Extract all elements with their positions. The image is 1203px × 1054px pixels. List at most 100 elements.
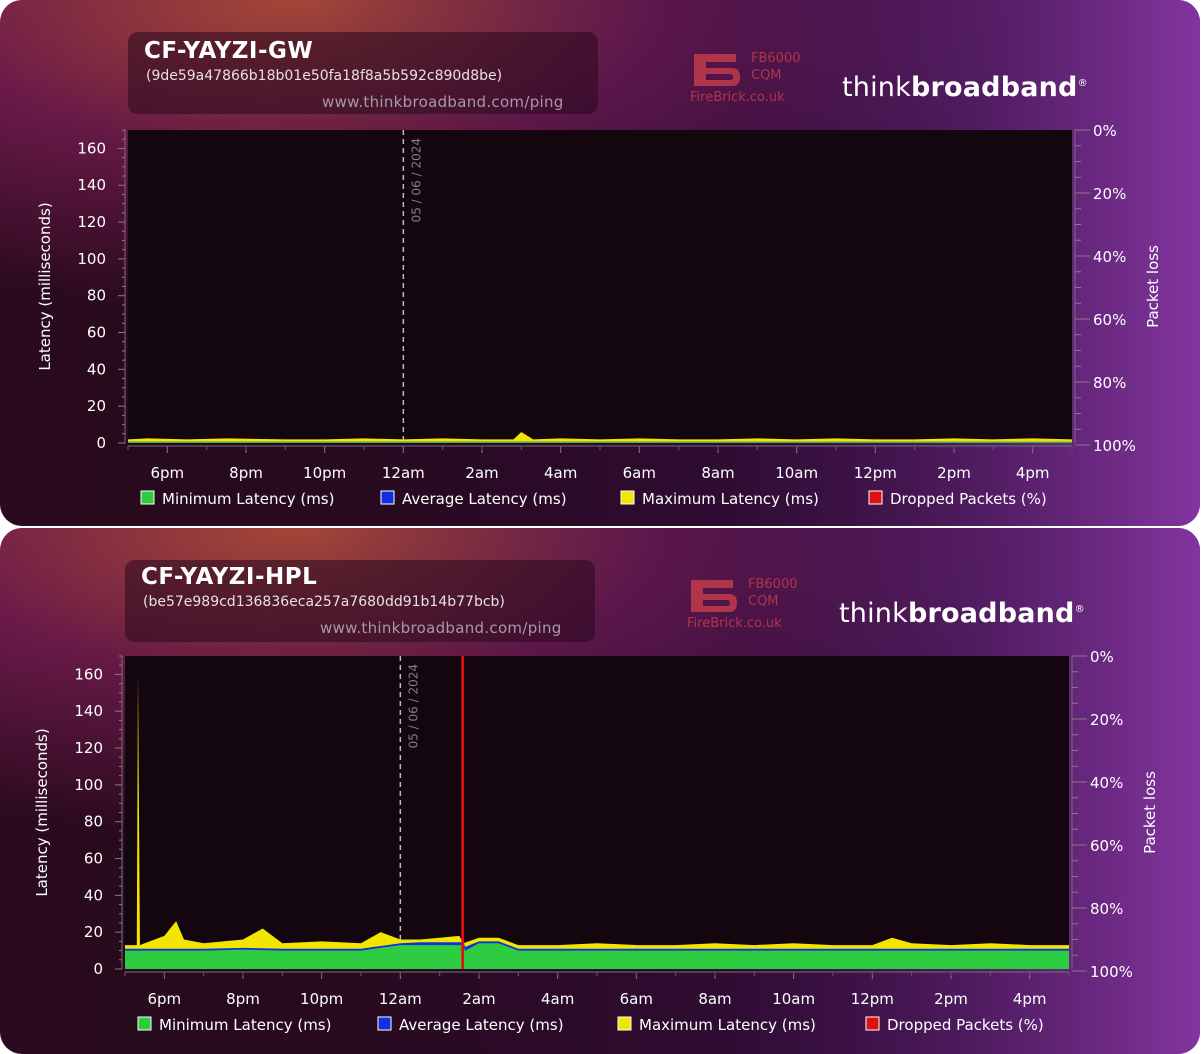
y2-axis-title: Packet loss [1141,771,1159,854]
legend-label: Minimum Latency (ms) [159,1016,331,1034]
x-tick-label: 12am [382,464,425,482]
y-tick-label: 140 [74,702,103,720]
firebrick-logo-icon [694,54,740,86]
x-tick-label: 2am [465,464,498,482]
legend-swatch [140,490,155,505]
x-tick-label: 8am [701,464,734,482]
y-tick-label: 20 [87,397,106,415]
y2-tick-label: 100% [1090,963,1133,981]
y-tick-label: 60 [87,324,106,342]
y2-tick-label: 60% [1093,311,1126,329]
x-tick-label: 8pm [229,464,263,482]
y-tick-label: 160 [74,665,103,683]
date-marker-label: 05 / 06 / 2024 [409,138,423,222]
y-tick-label: 60 [84,850,103,868]
sponsor-model: FB6000 CQM [751,51,801,83]
x-tick-label: 2pm [934,990,968,1008]
ping-url[interactable]: www.thinkbroadband.com/ping [320,619,562,637]
y2-tick-label: 80% [1093,374,1126,392]
legend-swatch [865,1016,880,1031]
firebrick-logo-icon [691,580,737,612]
y-tick-label: 0 [93,960,103,978]
brand-logo: thinkbroadband® [839,598,1085,629]
y-axis-title: Latency (milliseconds) [33,728,51,896]
host-hash: (be57e989cd136836eca257a7680dd91b14b77bc… [143,594,505,610]
legend-swatch [620,490,635,505]
legend-label: Minimum Latency (ms) [162,490,334,508]
sponsor-site: FireBrick.co.uk [687,616,782,631]
latency-chart-hpl: 0 20 40 60 80 100 120 140 160 Latency (millisecon… [33,648,1159,1034]
x-tick-label: 8am [698,990,731,1008]
x-tick-label: 8pm [226,990,260,1008]
y2-tick-label: 20% [1090,711,1123,729]
series-dropped [461,656,465,969]
x-tick-label: 4pm [1016,464,1050,482]
y-tick-label: 140 [77,176,106,194]
legend-swatch [380,490,395,505]
x-tick-label: 12am [379,990,422,1008]
x-tick-label: 12pm [851,990,894,1008]
legend-swatch [617,1016,632,1031]
x-tick-label: 6pm [150,464,184,482]
y-tick-label: 20 [84,923,103,941]
y2-tick-label: 40% [1090,774,1123,792]
legend-label: Average Latency (ms) [402,490,567,508]
legend-label: Average Latency (ms) [399,1016,564,1034]
y-tick-label: 120 [77,213,106,231]
ping-url[interactable]: www.thinkbroadband.com/ping [322,93,564,111]
x-tick-label: 4am [544,464,577,482]
sponsor-site: FireBrick.co.uk [690,90,785,105]
y2-tick-label: 100% [1093,437,1136,455]
legend-swatch [868,490,883,505]
sponsor-model: FB6000 CQM [748,577,798,609]
y2-tick-label: 20% [1093,185,1126,203]
host-title: CF-YAYZI-HPL [141,564,318,590]
legend-label: Maximum Latency (ms) [642,490,819,508]
y-tick-label: 80 [87,287,106,305]
y-tick-label: 100 [74,776,103,794]
latency-chart-gw: 0 20 40 60 80 100 120 140 160 Latency (millisecon… [36,122,1162,508]
legend-swatch [137,1016,152,1031]
legend-label: Maximum Latency (ms) [639,1016,816,1034]
plot-area [128,130,1072,443]
legend-label: Dropped Packets (%) [887,1016,1044,1034]
host-title: CF-YAYZI-GW [144,38,314,64]
y-tick-label: 80 [84,813,103,831]
chart-panel-hpl: CF-YAYZI-HPL (be57e989cd136836eca257a768… [0,528,1200,1054]
date-marker-label: 05 / 06 / 2024 [406,664,420,748]
y2-tick-label: 0% [1093,122,1117,140]
y2-tick-label: 0% [1090,648,1114,666]
chart-panel-gw: CF-YAYZI-GW (9de59a47866b18b01e50fa18f8a… [0,0,1200,526]
header-box [125,560,595,642]
x-tick-label: 6pm [147,990,181,1008]
y2-tick-label: 40% [1093,248,1126,266]
legend-swatch [377,1016,392,1031]
x-tick-label: 4am [541,990,574,1008]
y2-tick-label: 60% [1090,837,1123,855]
x-tick-label: 10pm [303,464,346,482]
y-tick-label: 0 [96,434,106,452]
y-tick-label: 100 [77,250,106,268]
y2-axis-title: Packet loss [1144,245,1162,328]
legend-label: Dropped Packets (%) [890,490,1047,508]
brand-logo: thinkbroadband® [842,72,1088,103]
series-max-latency [128,431,1072,443]
x-tick-label: 10am [772,990,815,1008]
y-tick-label: 120 [74,739,103,757]
series-min-latency [128,442,1072,443]
plot-area [125,656,1069,969]
y-tick-label: 160 [77,139,106,157]
y-tick-label: 40 [84,886,103,904]
y-axis-title: Latency (milliseconds) [36,202,54,370]
x-tick-label: 10pm [300,990,343,1008]
header-box [128,32,598,114]
x-tick-label: 4pm [1013,990,1047,1008]
x-tick-label: 2am [462,990,495,1008]
y2-tick-label: 80% [1090,900,1123,918]
host-hash: (9de59a47866b18b01e50fa18f8a5b592c890d8b… [146,68,503,84]
x-tick-label: 2pm [937,464,971,482]
x-tick-label: 12pm [854,464,897,482]
x-tick-label: 6am [620,990,653,1008]
y-tick-label: 40 [87,360,106,378]
x-tick-label: 10am [775,464,818,482]
